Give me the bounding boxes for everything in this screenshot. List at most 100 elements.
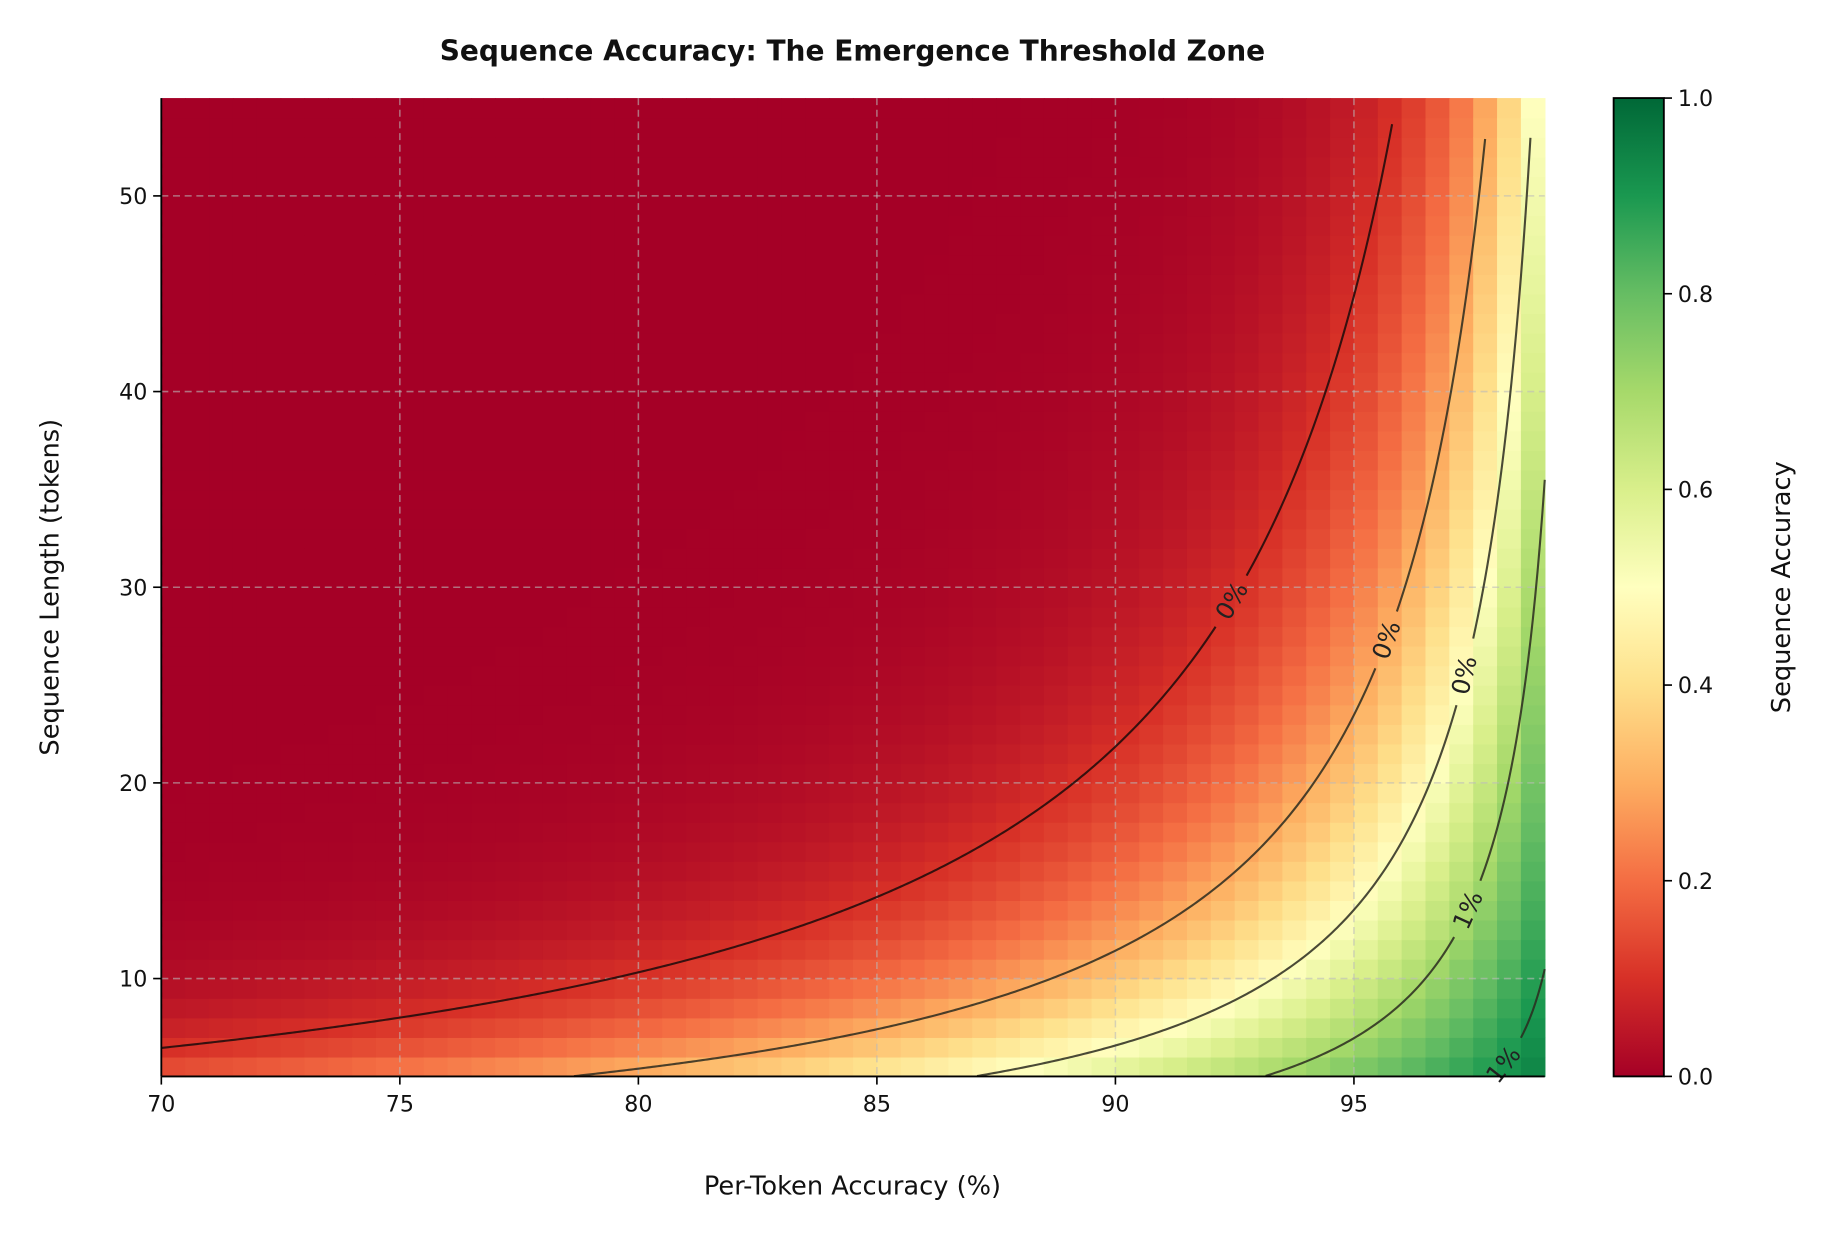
- heatmap-cell: [1163, 626, 1188, 647]
- heatmap-cell: [352, 763, 377, 784]
- heatmap-cell: [662, 371, 687, 393]
- heatmap-cell: [566, 98, 592, 119]
- heatmap-cell: [1520, 958, 1546, 980]
- heatmap-cell: [328, 1017, 353, 1038]
- heatmap-cell: [900, 489, 926, 510]
- heatmap-cell: [1210, 469, 1236, 491]
- heatmap-cell: [280, 685, 306, 706]
- heatmap-cell: [1043, 98, 1069, 119]
- heatmap-cell: [1330, 900, 1355, 921]
- heatmap-cell: [1306, 626, 1331, 647]
- heatmap-cell: [1043, 508, 1069, 530]
- heatmap-cell: [161, 430, 186, 451]
- heatmap-cell: [352, 215, 377, 236]
- heatmap-cell: [1115, 528, 1140, 549]
- heatmap-cell: [256, 1037, 282, 1058]
- heatmap-cell: [375, 98, 401, 119]
- heatmap-cell: [566, 137, 592, 158]
- heatmap-cell: [1234, 606, 1260, 628]
- heatmap-cell: [256, 606, 282, 628]
- heatmap-cell: [399, 998, 425, 1019]
- heatmap-cell: [757, 411, 783, 432]
- heatmap-cell: [972, 117, 997, 138]
- heatmap-cell: [1497, 508, 1522, 530]
- heatmap-cell: [1425, 645, 1451, 667]
- heatmap-cell: [1210, 685, 1236, 706]
- heatmap-cell: [614, 195, 640, 217]
- heatmap-cell: [853, 958, 878, 980]
- heatmap-cell: [1186, 645, 1212, 667]
- heatmap-cell: [185, 391, 210, 412]
- heatmap-cell: [209, 958, 234, 980]
- heatmap-cell: [280, 822, 306, 843]
- heatmap-cell: [733, 685, 759, 706]
- heatmap-cell: [686, 489, 711, 510]
- heatmap-cell: [1091, 469, 1117, 491]
- heatmap-cell: [876, 254, 902, 275]
- heatmap-cell: [256, 861, 282, 882]
- heatmap-cell: [1210, 508, 1236, 530]
- heatmap-cell: [256, 645, 282, 667]
- heatmap-cell: [352, 489, 377, 510]
- heatmap-cell: [1091, 176, 1117, 197]
- heatmap-cell: [590, 98, 616, 119]
- heatmap-cell: [1067, 430, 1093, 451]
- heatmap-cell: [1043, 665, 1069, 686]
- heatmap-cell: [542, 391, 568, 412]
- heatmap-cell: [972, 645, 997, 667]
- heatmap-cell: [614, 274, 640, 295]
- heatmap-cell: [161, 743, 186, 765]
- heatmap-cell: [566, 430, 592, 451]
- heatmap-cell: [996, 704, 1021, 725]
- heatmap-cell: [1353, 391, 1379, 412]
- heatmap-cell: [924, 978, 950, 999]
- heatmap-cell: [1210, 313, 1236, 334]
- heatmap-cell: [686, 450, 711, 471]
- heatmap-cell: [1497, 274, 1522, 295]
- heatmap-cell: [1163, 958, 1188, 980]
- heatmap-cell: [972, 274, 997, 295]
- heatmap-cell: [900, 606, 926, 628]
- heatmap-cell: [614, 450, 640, 471]
- heatmap-cell: [1353, 998, 1379, 1019]
- heatmap-cell: [1282, 352, 1307, 373]
- heatmap-cell: [948, 1037, 974, 1058]
- heatmap-cell: [829, 117, 854, 138]
- heatmap-cell: [614, 528, 640, 549]
- heatmap-cell: [614, 861, 640, 882]
- heatmap-cell: [1210, 958, 1236, 980]
- heatmap-cell: [399, 880, 425, 901]
- heatmap-cell: [1234, 215, 1260, 236]
- heatmap-cell: [1497, 939, 1522, 960]
- heatmap-cell: [924, 528, 950, 549]
- heatmap-cell: [1163, 528, 1188, 549]
- heatmap-cell: [805, 802, 830, 823]
- heatmap-cell: [1425, 1056, 1451, 1078]
- heatmap-cell: [375, 704, 401, 725]
- heatmap-cell: [948, 822, 974, 843]
- heatmap-cell: [1330, 215, 1355, 236]
- heatmap-cell: [471, 939, 496, 960]
- heatmap-cell: [423, 235, 449, 256]
- heatmap-cell: [733, 137, 759, 158]
- heatmap-cell: [733, 802, 759, 823]
- heatmap-cell: [1258, 724, 1284, 745]
- heatmap-cell: [757, 332, 783, 354]
- heatmap-cell: [1139, 215, 1164, 236]
- heatmap-cell: [1043, 371, 1069, 393]
- heatmap-cell: [1473, 450, 1498, 471]
- heatmap-cell: [209, 332, 234, 354]
- heatmap-cell: [972, 391, 997, 412]
- heatmap-cell: [256, 254, 282, 275]
- heatmap-cell: [423, 274, 449, 295]
- heatmap-cell: [638, 293, 663, 314]
- heatmap-cell: [1163, 235, 1188, 256]
- heatmap-cell: [757, 841, 783, 862]
- heatmap-cell: [1210, 332, 1236, 354]
- heatmap-cell: [829, 802, 854, 823]
- heatmap-cell: [900, 782, 926, 804]
- heatmap-cell: [1306, 411, 1331, 432]
- heatmap-cell: [542, 919, 568, 941]
- heatmap-cell: [972, 176, 997, 197]
- heatmap-cell: [1186, 939, 1212, 960]
